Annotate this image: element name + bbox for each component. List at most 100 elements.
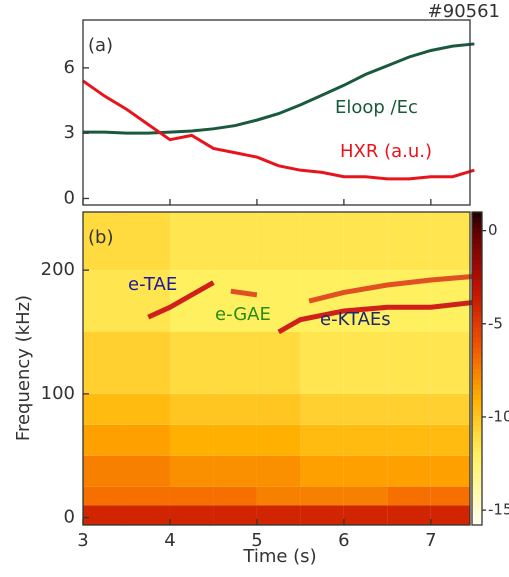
heat-cell — [344, 487, 387, 506]
heat-cell — [344, 456, 387, 487]
heat-cell — [431, 505, 470, 525]
x-tick-label: 5 — [251, 530, 262, 551]
colorbar-segment — [472, 217, 482, 223]
colorbar-segment — [472, 462, 482, 468]
heat-cell — [213, 505, 256, 525]
heat-cell — [213, 394, 256, 425]
colorbar-segment — [472, 473, 482, 479]
colorbar-segment — [472, 509, 482, 515]
heat-cell — [83, 270, 126, 332]
colorbar-segment — [472, 322, 482, 328]
y-tick-label: 0 — [64, 187, 75, 208]
heat-cell — [257, 456, 300, 487]
heat-cell — [126, 425, 169, 456]
colorbar-segment — [472, 369, 482, 375]
colorbar-segment — [472, 285, 482, 291]
panel-label: (a) — [88, 35, 113, 56]
colorbar-segment — [472, 228, 482, 234]
heat-cell — [170, 212, 213, 270]
colorbar-segment — [472, 478, 482, 484]
colorbar-segment — [472, 212, 482, 218]
heat-cell — [257, 332, 300, 394]
colorbar-tick-label: 0 — [488, 221, 498, 239]
colorbar-segment — [472, 426, 482, 432]
colorbar-segment — [472, 311, 482, 317]
heat-cell — [431, 332, 470, 394]
colorbar-segment — [472, 316, 482, 322]
y-tick-label: 100 — [41, 383, 75, 404]
colorbar-segment — [472, 353, 482, 359]
colorbar-segment — [472, 488, 482, 494]
heat-cell — [170, 456, 213, 487]
heat-cell — [431, 487, 470, 506]
colorbar-segment — [472, 363, 482, 369]
colorbar-segment — [472, 290, 482, 296]
mode-label: e-KTAEs — [320, 309, 391, 330]
heat-cell — [126, 212, 169, 270]
colorbar-segment — [472, 342, 482, 348]
mode-label: e-GAE — [215, 304, 271, 325]
colorbar-segment — [472, 243, 482, 249]
heat-cell — [431, 425, 470, 456]
heat-cell — [344, 505, 387, 525]
heat-cell — [257, 487, 300, 506]
colorbar-segment — [472, 327, 482, 333]
heat-cell — [387, 394, 430, 425]
colorbar-segment — [472, 494, 482, 500]
heat-cell — [170, 487, 213, 506]
heat-cell — [300, 487, 343, 506]
heat-cell — [170, 332, 213, 394]
colorbar-segment — [472, 337, 482, 343]
heat-cell — [387, 487, 430, 506]
heat-cell — [431, 394, 470, 425]
colorbar-segment — [472, 264, 482, 270]
heat-cell — [300, 456, 343, 487]
colorbar-segment — [472, 504, 482, 510]
data-line — [83, 81, 474, 179]
x-tick-label: 6 — [338, 530, 349, 551]
colorbar-segment — [472, 269, 482, 275]
colorbar-segment — [472, 384, 482, 390]
y-tick-label: 200 — [41, 259, 75, 280]
colorbar-segment — [472, 238, 482, 244]
heat-cell — [213, 487, 256, 506]
colorbar-segment — [472, 436, 482, 442]
heat-cell — [213, 456, 256, 487]
colorbar-segment — [472, 348, 482, 354]
colorbar-segment — [472, 468, 482, 474]
colorbar-segment — [472, 483, 482, 489]
x-tick-label: 7 — [425, 530, 436, 551]
heat-cell — [83, 394, 126, 425]
colorbar-segment — [472, 415, 482, 421]
colorbar-segment — [472, 233, 482, 239]
heat-cell — [257, 425, 300, 456]
panel-label: (b) — [88, 227, 113, 248]
heat-cell — [300, 394, 343, 425]
heat-cell — [300, 332, 343, 394]
heat-cell — [170, 425, 213, 456]
heat-cell — [83, 505, 126, 525]
x-tick-label: 3 — [77, 530, 88, 551]
series-label: Eloop /Ec — [335, 97, 418, 118]
colorbar-segment — [472, 259, 482, 265]
colorbar-segment — [472, 410, 482, 416]
y-axis-label: Frequency (kHz) — [13, 295, 34, 441]
colorbar-segment — [472, 431, 482, 437]
heat-cell — [126, 456, 169, 487]
colorbar-segment — [472, 421, 482, 427]
colorbar-segment — [472, 395, 482, 401]
colorbar-segment — [472, 222, 482, 228]
x-tick-label: 4 — [164, 530, 175, 551]
colorbar-segment — [472, 301, 482, 307]
colorbar-tick-label: -15 — [488, 501, 509, 519]
colorbar-segment — [472, 457, 482, 463]
colorbar-segment — [472, 254, 482, 260]
heat-cell — [83, 487, 126, 506]
y-tick-label: 6 — [64, 57, 75, 78]
heat-cell — [300, 425, 343, 456]
colorbar-segment — [472, 442, 482, 448]
heat-cell — [300, 212, 343, 270]
colorbar-segment — [472, 374, 482, 380]
heat-cell — [387, 425, 430, 456]
